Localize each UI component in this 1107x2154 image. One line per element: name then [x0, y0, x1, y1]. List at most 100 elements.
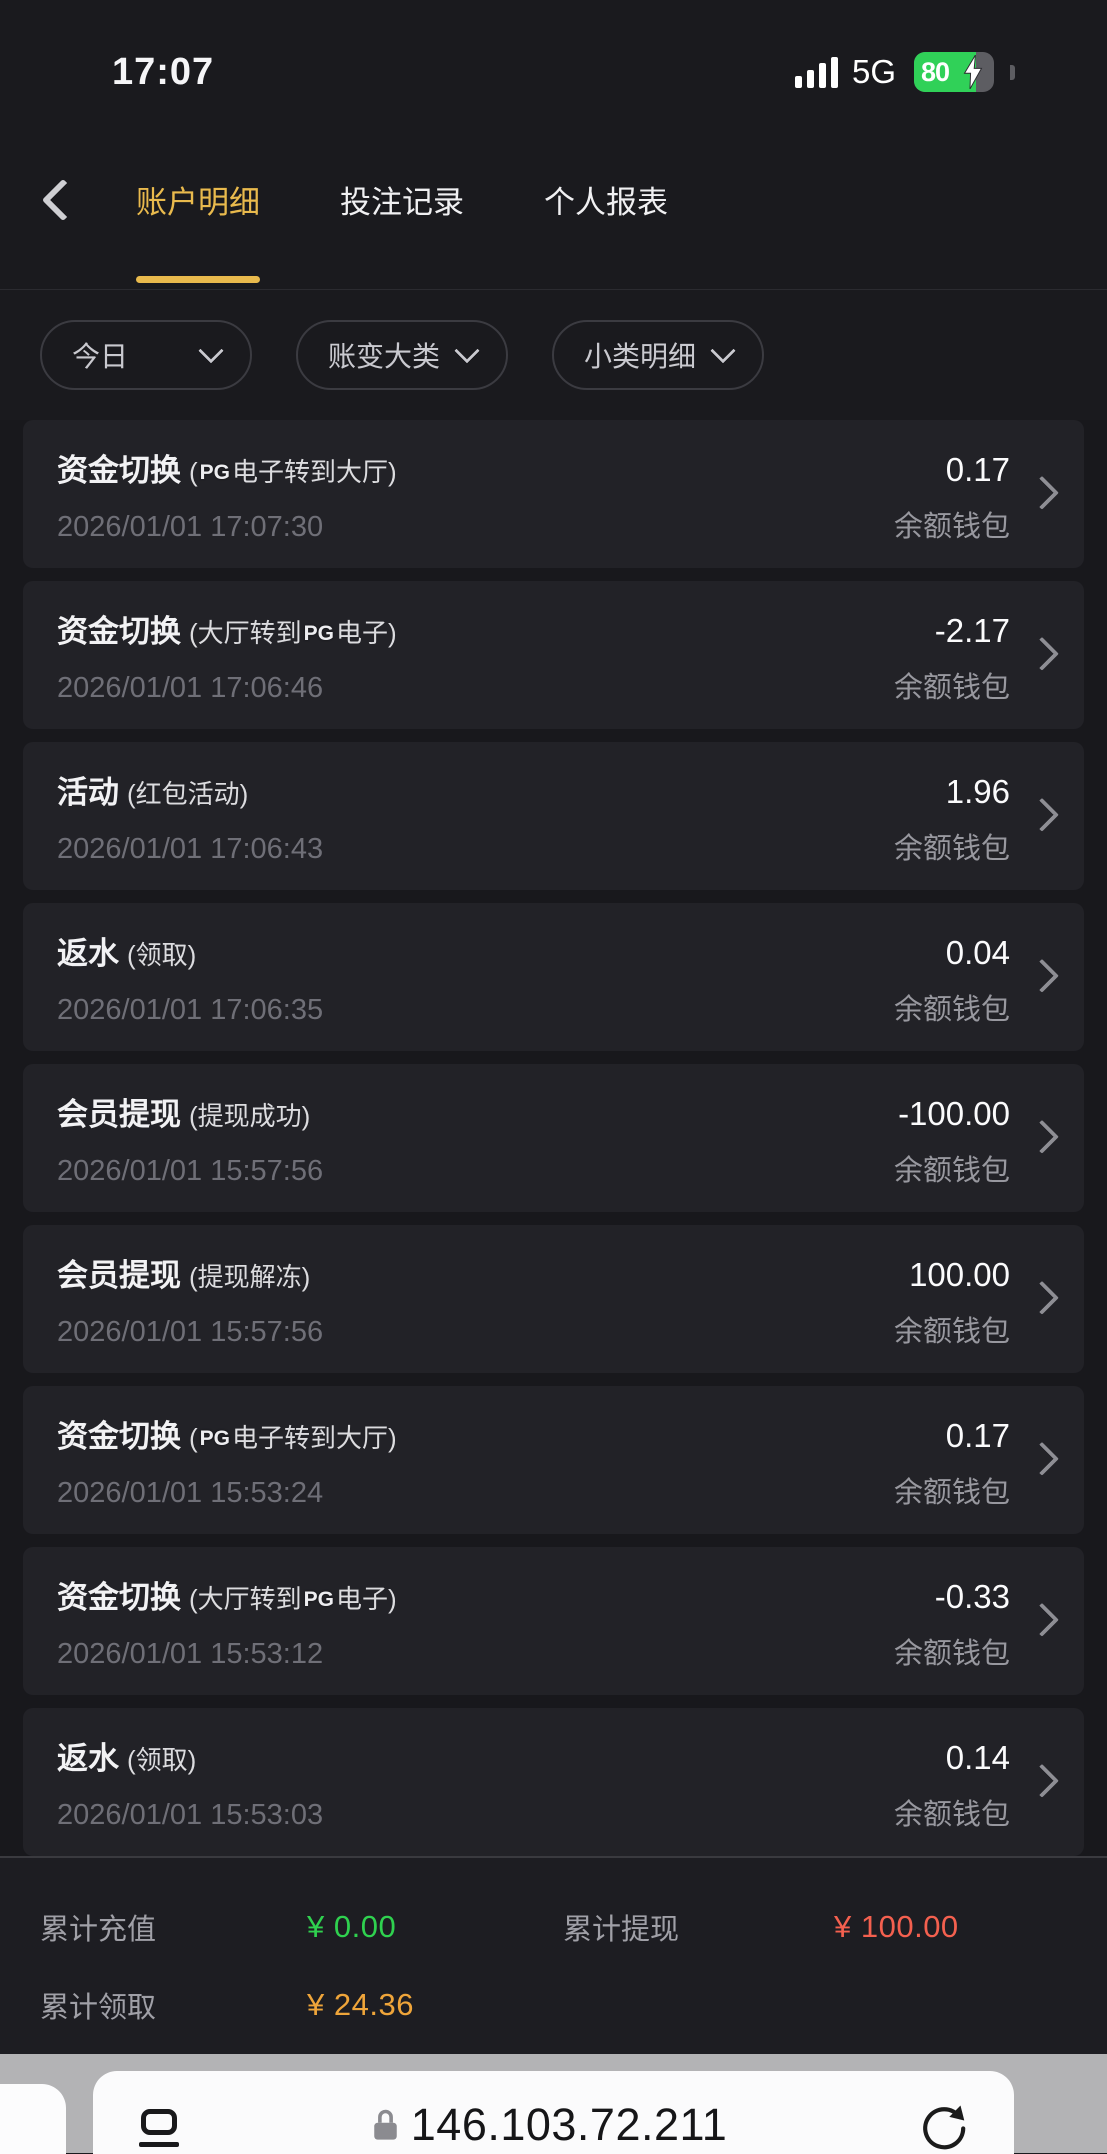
txn-heading: 资金切换 (PG电子转到大厅) — [57, 445, 397, 490]
filter-bar: 今日 账变大类 小类明细 — [0, 290, 1107, 420]
subtitle-text: 电子转到大厅) — [232, 1423, 397, 1453]
filter-label: 账变大类 — [328, 341, 441, 372]
summary-footer: 累计充值 ¥ 0.00 累计提现 ¥ 100.00 累计领取 ¥ 24.36 — [0, 1856, 1107, 2054]
reload-button[interactable] — [920, 2103, 968, 2154]
pg-logo: PG — [199, 461, 231, 484]
txn-type: 资金切换 — [57, 453, 181, 488]
txn-datetime: 2026/01/01 15:53:12 — [57, 1638, 324, 1670]
chevron-right-icon — [1025, 1602, 1059, 1637]
filter-dropdown[interactable]: 小类明细 — [552, 320, 764, 390]
filter-dropdown[interactable]: 账变大类 — [296, 320, 508, 390]
transaction-row[interactable]: 返水 (领取) 0.14 2026/01/01 15:53:03 余额钱包 — [23, 1708, 1084, 1856]
transaction-list: 资金切换 (PG电子转到大厅) 0.17 2026/01/01 17:07:30 … — [0, 420, 1107, 1856]
txn-datetime: 2026/01/01 17:06:35 — [57, 994, 324, 1026]
url-group[interactable]: 146.103.72.211 — [372, 2099, 727, 2151]
page-list-icon[interactable] — [139, 2109, 179, 2154]
txn-datetime: 2026/01/01 15:53:24 — [57, 1477, 324, 1509]
chevron-down-icon — [454, 338, 480, 364]
txn-heading: 返水 (领取) — [57, 928, 196, 973]
txn-heading: 会员提现 (提现成功) — [57, 1089, 310, 1134]
chevron-left-icon — [41, 178, 85, 221]
transaction-row[interactable]: 会员提现 (提现解冻) 100.00 2026/01/01 15:57:56 余额… — [23, 1225, 1084, 1373]
subtitle-text: ( — [189, 457, 198, 487]
txn-heading: 资金切换 (大厅转到PG电子) — [57, 1572, 397, 1617]
txn-type: 活动 — [57, 775, 119, 810]
transaction-row[interactable]: 资金切换 (大厅转到PG电子) -2.17 2026/01/01 17:06:46… — [23, 581, 1084, 729]
txn-wallet: 余额钱包 — [893, 833, 1010, 865]
back-button[interactable] — [38, 175, 88, 225]
header-tab[interactable]: 账户明细 — [136, 110, 260, 289]
summary-label: 累计提现 — [563, 1914, 680, 1946]
tab-label: 个人报表 — [544, 185, 668, 220]
txn-wallet: 余额钱包 — [893, 1316, 1010, 1348]
transaction-row[interactable]: 活动 (红包活动) 1.96 2026/01/01 17:06:43 余额钱包 — [23, 742, 1084, 890]
txn-type: 会员提现 — [57, 1097, 181, 1132]
txn-wallet: 余额钱包 — [893, 511, 1010, 543]
url-text: 146.103.72.211 — [410, 2099, 728, 2150]
txn-wallet: 余额钱包 — [893, 672, 1010, 704]
signal-bars-icon — [794, 56, 838, 88]
txn-amount: 0.17 — [945, 451, 1010, 488]
txn-amount: 100.00 — [909, 1256, 1010, 1293]
txn-amount: -2.17 — [934, 612, 1010, 649]
txn-datetime: 2026/01/01 17:07:30 — [57, 511, 324, 543]
txn-heading: 返水 (领取) — [57, 1733, 196, 1778]
txn-subtitle: (提现解冻) — [189, 1262, 310, 1292]
tab-label: 账户明细 — [136, 185, 260, 220]
chevron-right-icon — [1025, 1119, 1059, 1154]
subtitle-text: 电子) — [336, 618, 397, 648]
subtitle-text: (大厅转到 — [189, 618, 302, 648]
subtitle-text: (红包活动) — [127, 779, 249, 809]
txn-amount: -100.00 — [898, 1095, 1010, 1132]
transaction-row[interactable]: 会员提现 (提现成功) -100.00 2026/01/01 15:57:56 余… — [23, 1064, 1084, 1212]
chevron-right-icon — [1025, 797, 1059, 832]
txn-type: 返水 — [57, 1741, 119, 1776]
address-bar[interactable]: 146.103.72.211 — [93, 2071, 1014, 2154]
lock-icon — [374, 2109, 397, 2140]
chevron-right-icon — [1025, 1280, 1059, 1315]
chevron-right-icon — [1025, 475, 1059, 510]
txn-wallet: 余额钱包 — [893, 1155, 1010, 1187]
adjacent-tab-edge[interactable] — [0, 2084, 66, 2154]
header-tab[interactable]: 个人报表 — [544, 110, 668, 289]
txn-amount: 1.96 — [945, 773, 1010, 810]
tab-label: 投注记录 — [340, 185, 464, 220]
chevron-right-icon — [1025, 636, 1059, 671]
summary-value: ¥ 0.00 — [307, 1909, 397, 1944]
txn-wallet: 余额钱包 — [893, 1638, 1010, 1670]
txn-wallet: 余额钱包 — [893, 1477, 1010, 1509]
txn-datetime: 2026/01/01 15:53:03 — [57, 1799, 324, 1831]
subtitle-text: (大厅转到 — [189, 1584, 302, 1614]
txn-amount: 0.17 — [945, 1417, 1010, 1454]
summary-value: ¥ 100.00 — [834, 1909, 959, 1944]
txn-amount: 0.04 — [945, 934, 1010, 971]
subtitle-text: 电子转到大厅) — [232, 457, 397, 487]
header-tab[interactable]: 投注记录 — [340, 110, 464, 289]
battery-nub — [1010, 64, 1015, 80]
txn-datetime: 2026/01/01 17:06:43 — [57, 833, 324, 865]
network-type-label: 5G — [851, 53, 896, 90]
filter-label: 今日 — [72, 341, 129, 372]
transaction-row[interactable]: 资金切换 (PG电子转到大厅) 0.17 2026/01/01 17:07:30 … — [23, 420, 1084, 568]
txn-wallet: 余额钱包 — [893, 994, 1010, 1026]
chevron-right-icon — [1025, 1763, 1059, 1798]
battery-icon: 80 — [914, 52, 994, 92]
summary-label: 累计领取 — [40, 1992, 157, 2024]
transaction-row[interactable]: 返水 (领取) 0.04 2026/01/01 17:06:35 余额钱包 — [23, 903, 1084, 1051]
txn-type: 资金切换 — [57, 614, 181, 649]
subtitle-text: (提现解冻) — [189, 1262, 311, 1292]
transaction-row[interactable]: 资金切换 (大厅转到PG电子) -0.33 2026/01/01 15:53:12… — [23, 1547, 1084, 1695]
subtitle-text: (领取) — [127, 940, 197, 970]
transaction-row[interactable]: 资金切换 (PG电子转到大厅) 0.17 2026/01/01 15:53:24 … — [23, 1386, 1084, 1534]
subtitle-text: ( — [189, 1423, 198, 1453]
txn-subtitle: (红包活动) — [127, 779, 248, 809]
summary-label: 累计充值 — [40, 1914, 157, 1946]
filter-dropdown[interactable]: 今日 — [40, 320, 252, 390]
txn-datetime: 2026/01/01 17:06:46 — [57, 672, 324, 704]
txn-heading: 资金切换 (大厅转到PG电子) — [57, 606, 397, 651]
pg-logo: PG — [303, 622, 335, 645]
battery-percent: 80 — [921, 56, 950, 87]
chevron-down-icon — [710, 338, 736, 364]
chevron-right-icon — [1025, 1441, 1059, 1476]
pg-logo: PG — [303, 1588, 335, 1611]
